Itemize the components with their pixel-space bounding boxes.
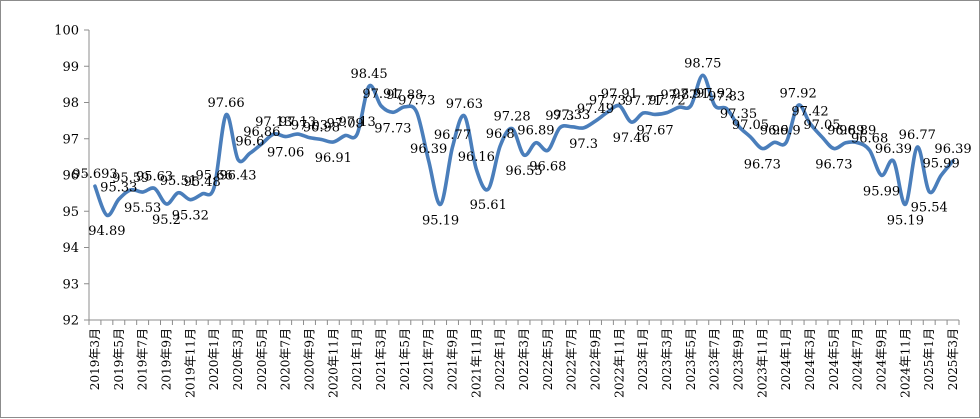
data-label: 96.89 [517, 124, 554, 139]
x-tick-label: 2021年9月 [445, 328, 459, 390]
x-tick-label: 2024年5月 [827, 328, 841, 390]
x-tick-label: 2019年5月 [112, 328, 126, 390]
data-label: 97.73 [398, 93, 435, 108]
x-tick-label: 2019年9月 [159, 328, 173, 390]
y-tick-label: 98 [62, 96, 79, 111]
data-label: 97.67 [636, 123, 673, 138]
x-tick-label: 2020年1月 [207, 328, 221, 390]
data-label: 97.13 [339, 115, 376, 130]
x-tick-label: 2024年11月 [898, 328, 912, 398]
x-tick-labels: 2019年3月 2019年5月 2019年7月 2019年9月 2019年11月 2020… [88, 320, 960, 398]
x-tick-label: 2021年3月 [374, 328, 388, 390]
data-label: 96.73 [815, 158, 852, 173]
x-tick-label: 2023年9月 [732, 328, 746, 390]
x-tick-label: 2023年11月 [755, 328, 769, 398]
x-tick-label: 2021年11月 [469, 328, 483, 398]
x-tick-label: 2020年3月 [231, 328, 245, 390]
data-label: 98.75 [684, 56, 721, 71]
data-label: 97.92 [780, 86, 817, 101]
data-label: 95.99 [863, 184, 900, 199]
x-tick-label: 2023年3月 [660, 328, 674, 390]
y-tick-label: 97 [62, 132, 79, 147]
x-tick-label: 2023年5月 [684, 328, 698, 390]
data-label: 95.61 [470, 198, 507, 213]
x-tick-label: 2024年1月 [779, 328, 793, 390]
x-tick-label: 2020年7月 [279, 328, 293, 390]
data-label: 95.54 [911, 201, 948, 216]
data-label: 98.45 [350, 67, 387, 82]
x-tick-label: 2022年1月 [493, 328, 507, 390]
y-tick-label: 99 [62, 60, 79, 75]
data-label: 95.32 [172, 209, 209, 224]
x-tick-label: 2021年1月 [350, 328, 364, 390]
data-label: 96.77 [434, 128, 471, 143]
data-label: 97.28 [493, 110, 530, 125]
x-tick-label: 2020年11月 [326, 328, 340, 398]
data-label: 96.91 [315, 151, 352, 166]
data-label: 96.39 [410, 142, 447, 157]
data-label: 97.83 [708, 90, 745, 105]
data-label: 96.39 [875, 142, 912, 157]
x-tick-label: 2021年7月 [422, 328, 436, 390]
data-label: 96.68 [529, 159, 566, 174]
x-tick-label: 2024年3月 [803, 328, 817, 390]
y-tick-label: 95 [62, 205, 79, 220]
data-label: 96.16 [458, 150, 495, 165]
data-label: 95.19 [422, 213, 459, 228]
y-tick-label: 92 [62, 314, 79, 329]
data-label: 95.99 [923, 156, 960, 171]
data-label: 97.73 [374, 121, 411, 136]
x-tick-label: 2024年9月 [875, 328, 889, 390]
data-label: 97.3 [569, 137, 598, 152]
x-tick-label: 2020年5月 [255, 328, 269, 390]
data-label: 97.66 [207, 96, 244, 111]
x-tick-label: 2021年5月 [398, 328, 412, 390]
data-label: 97.06 [267, 146, 304, 161]
x-tick-label: 2024年7月 [851, 328, 865, 390]
data-label: 96.73 [744, 158, 781, 173]
data-label: 96.43 [219, 168, 256, 183]
x-tick-label: 2025年1月 [922, 328, 936, 390]
data-label: 96.8 [486, 127, 515, 142]
x-tick-label: 2022年11月 [612, 328, 626, 398]
x-tick-label: 2025年3月 [946, 328, 960, 390]
y-tick-label: 100 [54, 24, 79, 39]
x-tick-label: 2019年7月 [136, 328, 150, 390]
x-tick-label: 2019年3月 [88, 328, 102, 390]
data-label: 96.77 [899, 128, 936, 143]
x-tick-label: 2022年5月 [541, 328, 555, 390]
x-tick-label: 2020年9月 [302, 328, 316, 390]
data-label: 96.39 [934, 142, 971, 157]
x-tick-label: 2022年9月 [589, 328, 603, 390]
data-label: 97.63 [446, 97, 483, 112]
x-tick-label: 2022年7月 [565, 328, 579, 390]
y-tick-label: 93 [62, 277, 79, 292]
x-tick-label: 2023年7月 [708, 328, 722, 390]
data-label: 96.9 [772, 123, 801, 138]
x-tick-label: 2022年3月 [517, 328, 531, 390]
x-tick-label: 2023年1月 [636, 328, 650, 390]
x-tick-label: 2019年11月 [183, 328, 197, 398]
data-label: 94.89 [88, 224, 125, 239]
y-tick-label: 94 [62, 241, 79, 256]
